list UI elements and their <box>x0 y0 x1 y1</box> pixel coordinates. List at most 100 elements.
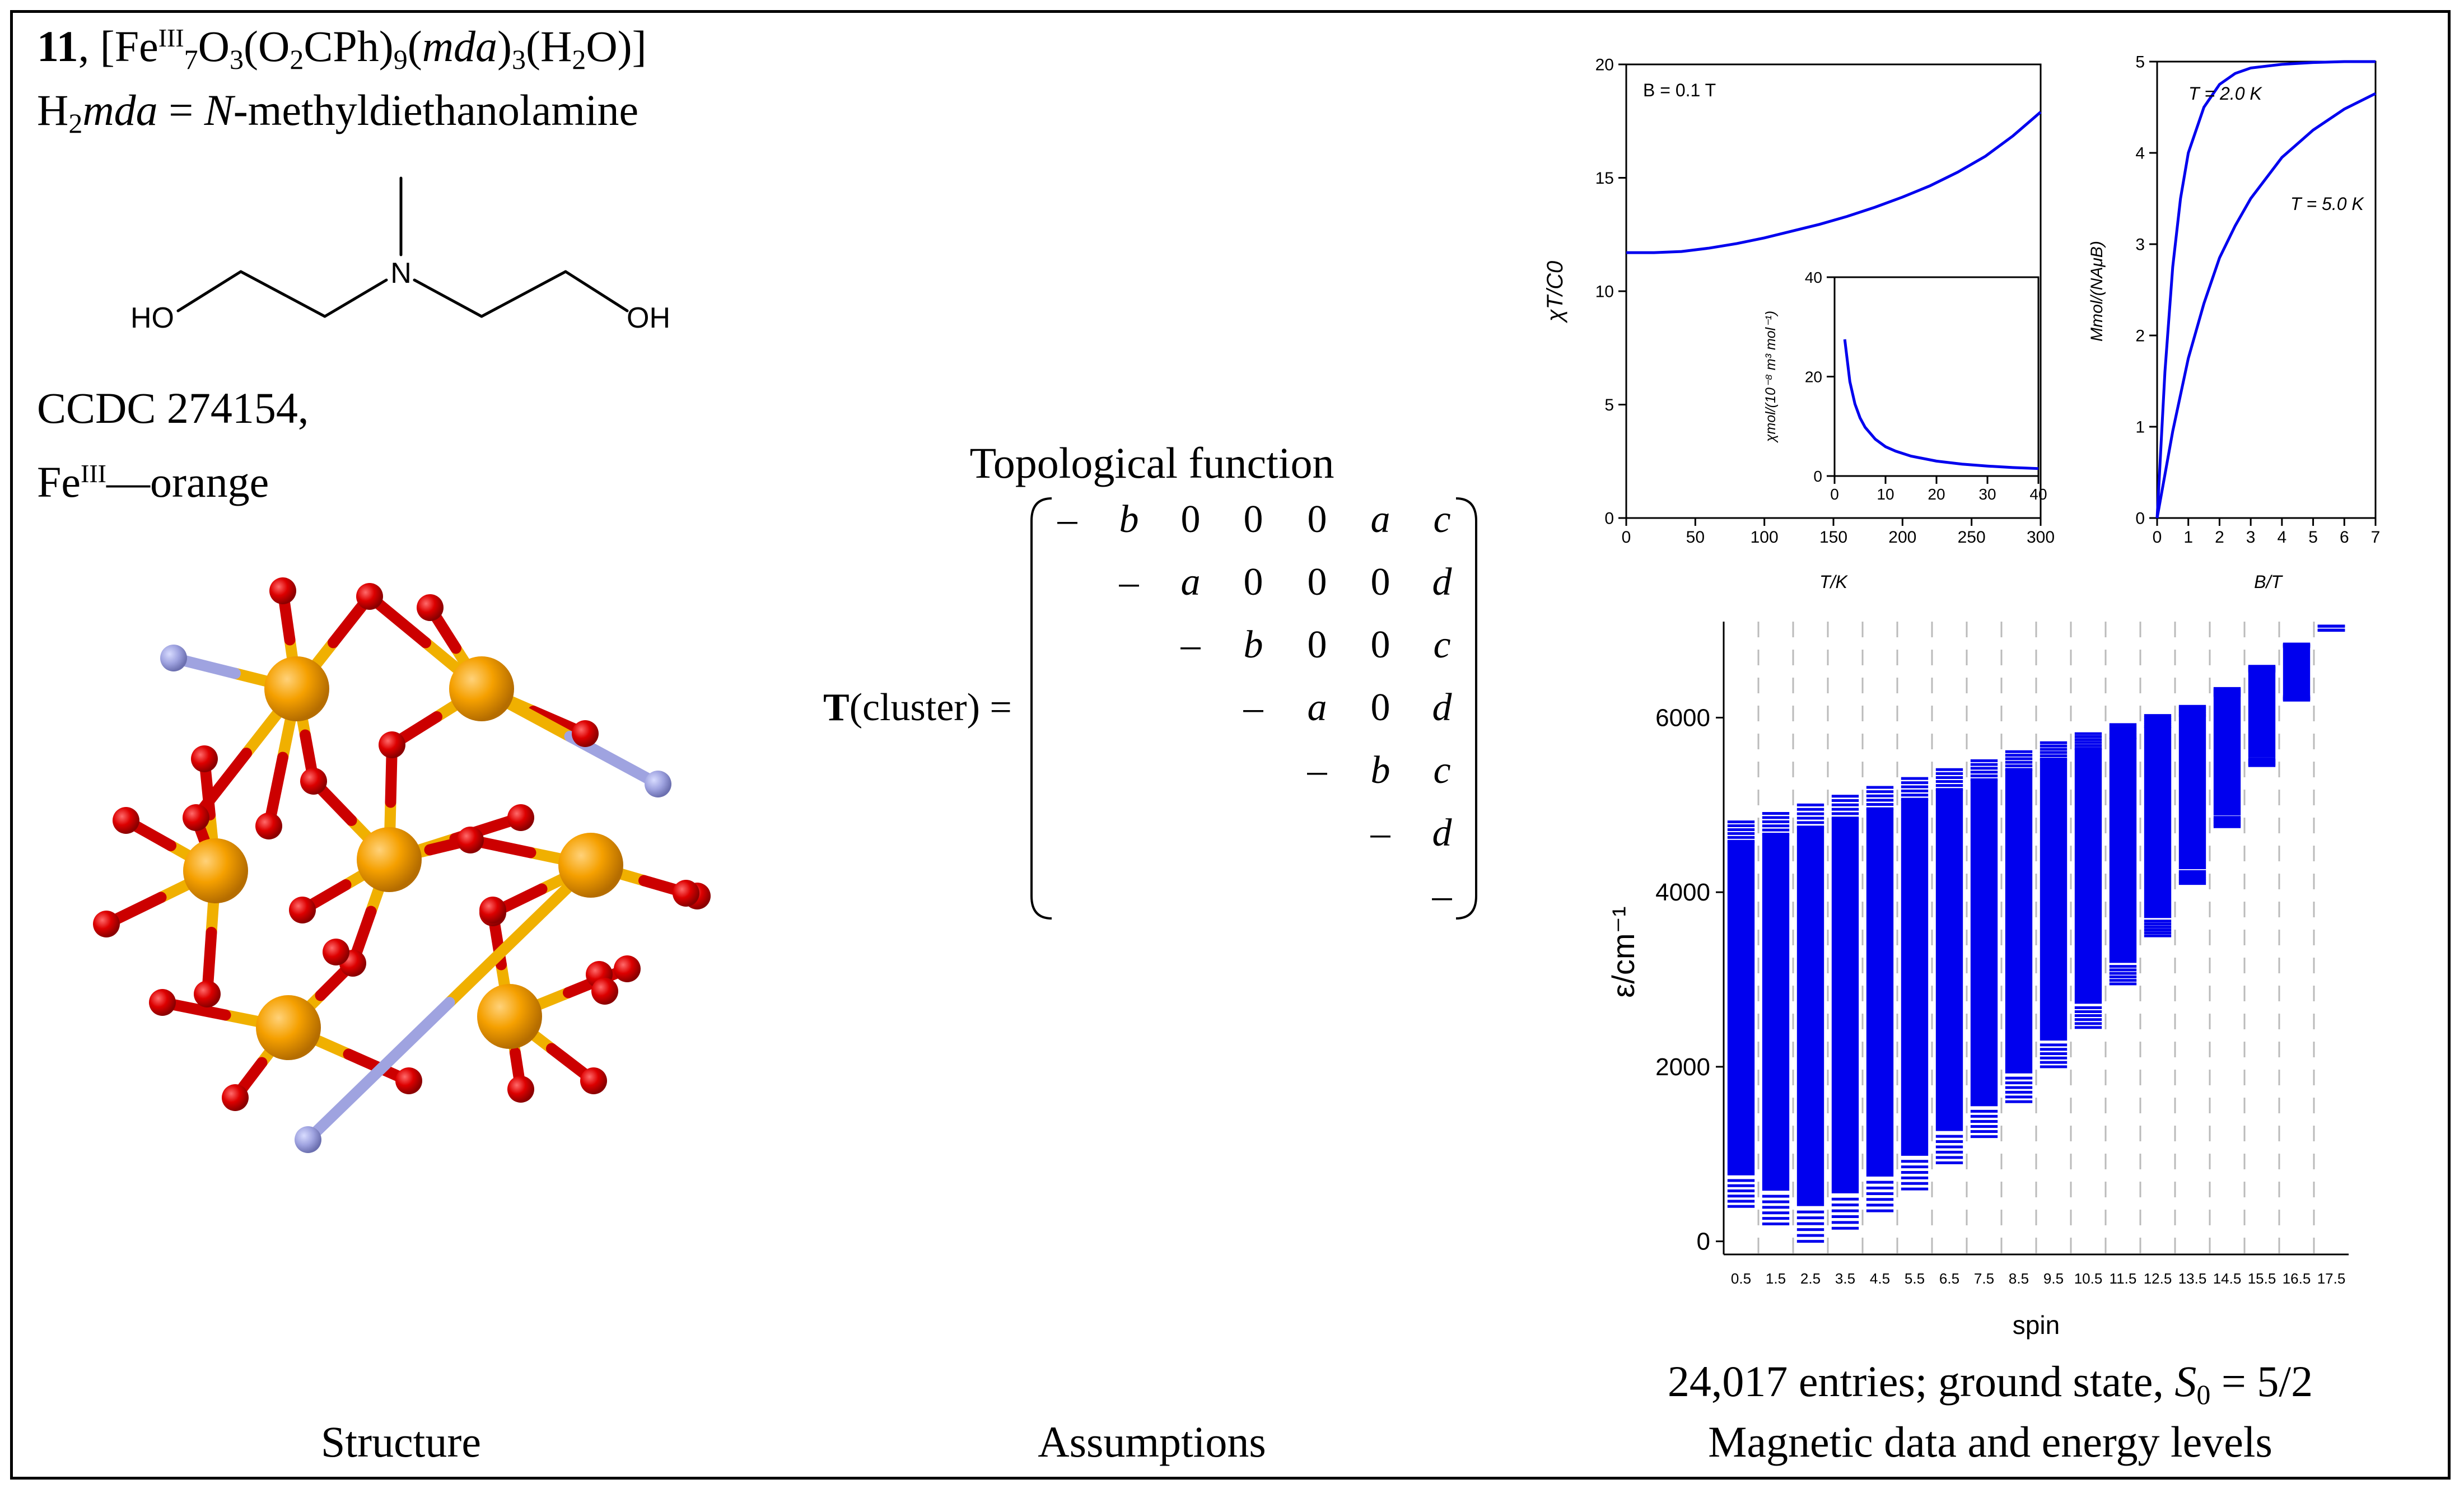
matrix-cell-r3-c6: 0 <box>1370 623 1390 666</box>
oxygen-atom <box>356 583 383 610</box>
matrix-cell-r4-c4: – <box>1243 686 1263 729</box>
matrix-cell-r3-c4: b <box>1243 623 1263 666</box>
figure-frame <box>10 10 2451 1480</box>
chi-x-tick-label: 250 <box>1958 528 1986 547</box>
oxygen-atom <box>289 897 316 923</box>
matrix-cell-r2-c5: 0 <box>1307 561 1327 604</box>
energy-x-tick-label: 9.5 <box>2043 1270 2064 1287</box>
oxygen-atom <box>417 594 444 621</box>
energy-x-tick-label: 12.5 <box>2144 1270 2172 1287</box>
energy-level-band <box>2005 769 2033 1074</box>
energy-level-band <box>1866 809 1894 1177</box>
chi-x-tick-label: 50 <box>1686 528 1705 547</box>
chi-y-axis-label: χT/C0 <box>1543 261 1567 324</box>
iron-atom <box>357 827 422 892</box>
energy-level-band <box>2109 738 2137 963</box>
fe-n-bond-half <box>444 860 596 1008</box>
oxygen-atom <box>194 981 221 1007</box>
oxygen-atom <box>222 1084 249 1111</box>
chi-inset-x-tick-label: 40 <box>2029 486 2047 503</box>
mag-y-tick-label: 5 <box>2135 53 2145 72</box>
hydroxyl-left-label: HO <box>130 302 174 334</box>
energy-x-tick-label: 15.5 <box>2248 1270 2276 1287</box>
oxygen-atom <box>591 978 618 1005</box>
nitrogen-atom <box>645 771 671 797</box>
oxygen-atom <box>507 1076 534 1103</box>
nitrogen-label: N <box>390 257 412 290</box>
chi-inset-y-tick-label: 0 <box>1813 468 1822 485</box>
chi-x-tick-label: 0 <box>1622 528 1631 547</box>
hydroxyl-right-label: OH <box>627 302 670 334</box>
n-fe-bond-half <box>302 997 455 1145</box>
mag-x-tick-label: 6 <box>2340 528 2349 547</box>
chi-x-axis-label: T/K <box>1819 572 1848 592</box>
energy-y-tick-label: 2000 <box>1655 1053 1710 1081</box>
chi-y-tick-label: 0 <box>1604 510 1614 528</box>
chi-inset-y-tick-label: 40 <box>1805 269 1822 286</box>
energy-x-axis-label: spin <box>2013 1310 2060 1340</box>
mag-x-tick-label: 1 <box>2183 528 2193 547</box>
mag-x-axis-label: B/T <box>2254 572 2283 592</box>
oxygen-atom <box>300 768 327 795</box>
chi-inset-x-tick-label: 20 <box>1928 486 1945 503</box>
energy-x-tick-label: 11.5 <box>2110 1270 2137 1287</box>
mag-x-tick-label: 4 <box>2278 528 2287 547</box>
energy-level-band <box>2040 759 2068 1041</box>
summary-text: 24,017 entries; ground state, S0 = 5/2 <box>1667 1357 2313 1410</box>
oxygen-atom <box>572 720 599 747</box>
compound-number: 11 <box>37 22 78 71</box>
energy-y-axis-label: ε/cm⁻¹ <box>1606 906 1641 997</box>
oxygen-atom <box>191 745 218 772</box>
energy-x-tick-label: 16.5 <box>2283 1270 2311 1287</box>
energy-x-tick-label: 14.5 <box>2213 1270 2242 1287</box>
matrix-cell-r5-c6: b <box>1370 749 1390 792</box>
matrix-cell-r1-c7: c <box>1433 498 1451 541</box>
chi-inset-x-tick-label: 0 <box>1830 486 1839 503</box>
energy-level-band <box>2178 715 2206 870</box>
mag-axes-frame <box>2156 60 2377 519</box>
chi-x-tick-label: 200 <box>1888 528 1916 547</box>
matrix-cell-r6-c7: d <box>1432 811 1452 855</box>
matrix-left-bracket <box>1030 497 1052 920</box>
energy-x-tick-label: 0.5 <box>1731 1270 1751 1287</box>
caption-magnetic: Magnetic data and energy levels <box>1708 1417 2272 1466</box>
mag-series-label-1: T = 2.0 K <box>2188 83 2262 104</box>
ligand-structure: N HO OH <box>130 176 670 334</box>
energy-level-band <box>1727 841 1755 1175</box>
oxygen-atom <box>183 804 209 831</box>
chi-x-tick-label: 100 <box>1751 528 1779 547</box>
chi-x-tick-label: 300 <box>2027 528 2055 547</box>
matrix-cell-r3-c3: – <box>1180 623 1201 666</box>
iron-atom <box>256 995 321 1060</box>
matrix-cell-r5-c5: – <box>1307 749 1327 792</box>
chi-series-line-1 <box>1626 111 2042 254</box>
compound-formula: 11, [FeIII7O3(O2CPh)9(mda)3(H2O)] <box>37 22 647 75</box>
oxygen-atom <box>614 955 641 982</box>
energy-level-band <box>1901 799 1929 1156</box>
ccdc-number: CCDC 274154, <box>37 384 309 432</box>
energy-x-tick-label: 1.5 <box>1766 1270 1786 1287</box>
mag-x-tick-label: 3 <box>2246 528 2256 547</box>
matrix-cell-r2-c6: 0 <box>1370 561 1390 604</box>
energy-level-band <box>2213 695 2241 816</box>
iron-atom <box>477 984 542 1049</box>
energy-level-band <box>2248 671 2276 758</box>
mag-series-line-2 <box>2155 92 2377 519</box>
ligand-definition: H2mda = N-methyldiethanolamine <box>37 86 639 139</box>
chi-y-tick-label: 20 <box>1595 56 1614 74</box>
matrix-cell-r4-c7: d <box>1432 686 1452 729</box>
energy-level-band <box>2074 748 2102 1004</box>
energy-x-tick-label: 6.5 <box>1939 1270 1959 1287</box>
iron-atom <box>558 833 623 898</box>
mag-series-line-1 <box>2155 60 2376 519</box>
caption-structure: Structure <box>321 1417 481 1466</box>
oxygen-atom <box>395 1067 422 1094</box>
energy-level-band <box>1831 818 1859 1193</box>
energy-x-tick-label: 8.5 <box>2009 1270 2029 1287</box>
energy-level-band <box>2144 726 2172 918</box>
matrix-lhs: T(cluster) = <box>823 686 1012 729</box>
nitrogen-atom <box>160 645 187 671</box>
matrix-cell-r1-c4: 0 <box>1243 498 1263 541</box>
matrix-cell-r5-c7: c <box>1433 749 1451 792</box>
